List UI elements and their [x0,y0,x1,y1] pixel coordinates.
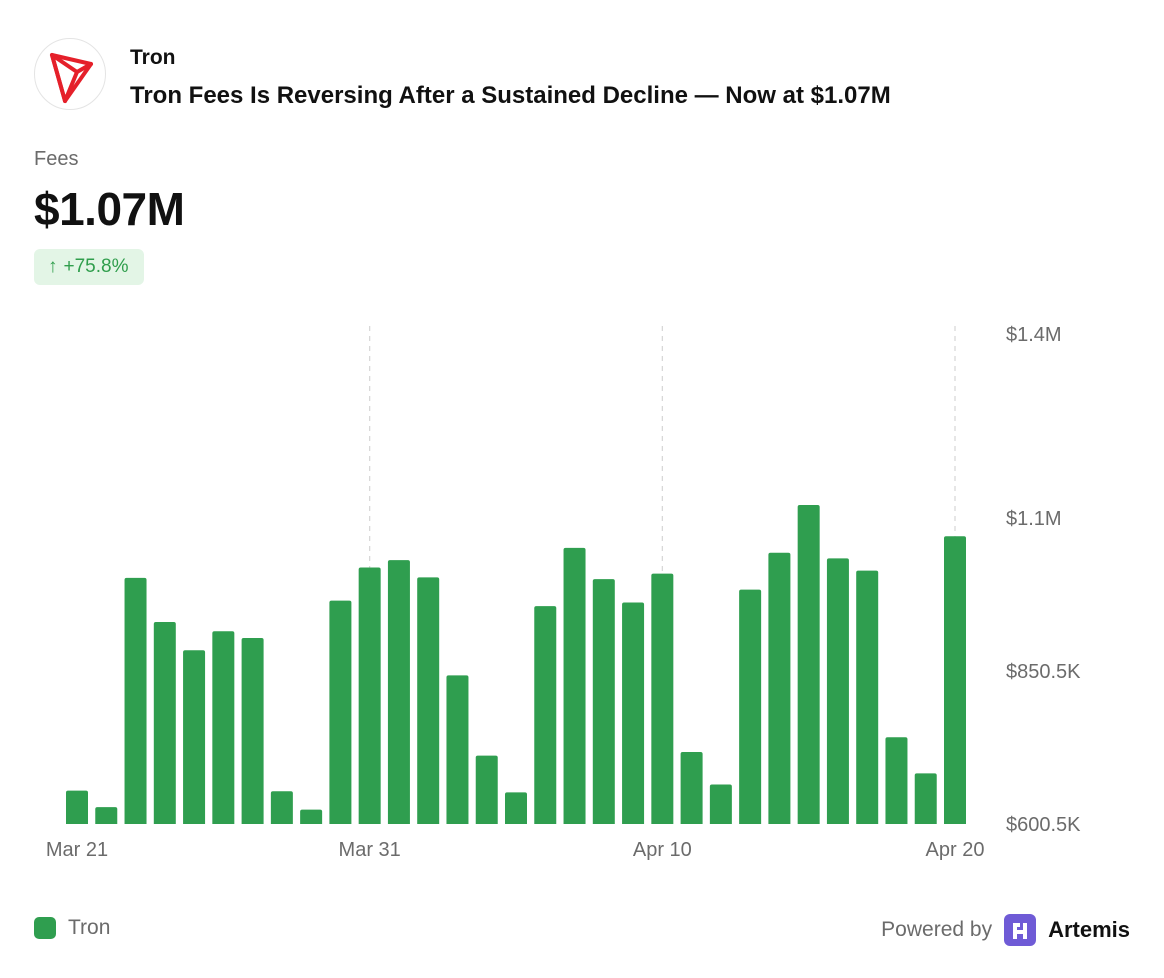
powered-by[interactable]: Powered by Artemis [881,914,1130,946]
x-tick-label: Mar 21 [46,839,108,861]
fees-bar-chart: Mar 21 Mar 31 Apr 10 Apr 20 $1.4M $1.1M $850.… [46,324,1081,861]
metric-label: Fees [34,148,79,170]
bar-mar-29[interactable] [300,809,323,824]
tron-logo-icon [34,38,106,110]
bar-apr-8[interactable] [592,579,615,824]
bar-apr-5[interactable] [505,792,527,824]
bar-apr-14[interactable] [768,552,791,824]
arrow-up-icon: ↑ [48,256,58,277]
bar-apr-20[interactable] [944,536,966,824]
y-tick-label: $850.5K [1006,661,1081,683]
bar-apr-3[interactable] [446,675,469,824]
bar-apr-13[interactable] [739,589,762,824]
bar-apr-10[interactable] [651,573,674,824]
legend-label: Tron [68,916,111,939]
bar-apr-1[interactable] [387,560,410,824]
bar-apr-19[interactable] [914,773,937,824]
bar-mar-27[interactable] [241,637,264,824]
bar-apr-11[interactable] [680,751,703,824]
y-tick-label: $1.1M [1006,508,1062,530]
x-tick-label: Apr 20 [926,839,985,861]
bar-mar-22[interactable] [95,807,118,824]
bar-mar-28[interactable] [270,791,293,824]
y-tick-label: $600.5K [1006,814,1081,836]
bar-apr-7[interactable] [563,547,586,824]
artemis-brand: Artemis [1048,917,1130,942]
powered-by-text: Powered by [881,918,993,941]
bar-apr-17[interactable] [856,570,879,824]
bar-mar-21[interactable] [66,790,88,824]
change-badge: ↑ +75.8% [34,249,145,285]
bar-apr-15[interactable] [797,504,820,824]
artemis-logo-icon [1004,914,1037,946]
bar-apr-9[interactable] [622,602,645,824]
change-value: +75.8% [63,256,129,277]
x-tick-label: Apr 10 [633,839,692,861]
bar-mar-26[interactable] [212,631,235,824]
bar-apr-16[interactable] [826,558,849,824]
metric-value: $1.07M [34,183,185,235]
y-tick-label: $1.4M [1006,324,1062,346]
bar-apr-4[interactable] [475,755,498,824]
bar-mar-24[interactable] [153,622,176,824]
bar-mar-23[interactable] [124,577,147,824]
bar-apr-2[interactable] [417,577,440,824]
headline: Tron Fees Is Reversing After a Sustained… [130,82,891,109]
bar-apr-18[interactable] [885,737,908,824]
legend-swatch [34,917,56,939]
bar-apr-12[interactable] [709,784,732,824]
bar-apr-6[interactable] [534,606,557,824]
chain-name: Tron [130,46,176,69]
x-tick-label: Mar 31 [339,839,401,861]
bar-mar-25[interactable] [183,650,206,824]
bar-mar-31[interactable] [358,567,381,824]
bar-mar-30[interactable] [329,600,352,824]
legend: Tron [34,916,110,940]
